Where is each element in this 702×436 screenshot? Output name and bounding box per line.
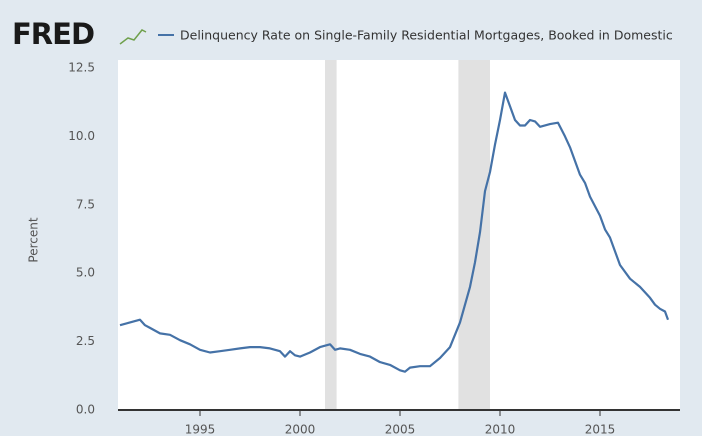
legend-label: Delinquency Rate on Single-Family Reside… [180,28,673,43]
x-tick-label: 2010 [485,423,516,436]
y-tick-label: 7.5 [76,197,95,211]
y-tick-label: 2.5 [76,334,95,348]
y-tick-label: 10.0 [68,129,95,143]
logo: FRED [12,17,94,51]
y-tick-label: 12.5 [68,61,95,75]
logo-icon [119,29,147,45]
recession-band [458,60,490,410]
plot-area [118,60,680,410]
y-tick-label: 0.0 [76,403,95,417]
x-tick-label: 1995 [185,423,216,436]
series-line [119,91,670,373]
y-axis-label: Percent [27,217,41,262]
x-tick-label: 2005 [385,423,416,436]
x-tick-label: 2000 [285,423,316,436]
recession-band [325,60,337,410]
x-tick-label: 2015 [585,423,616,436]
y-tick-label: 5.0 [76,266,95,280]
